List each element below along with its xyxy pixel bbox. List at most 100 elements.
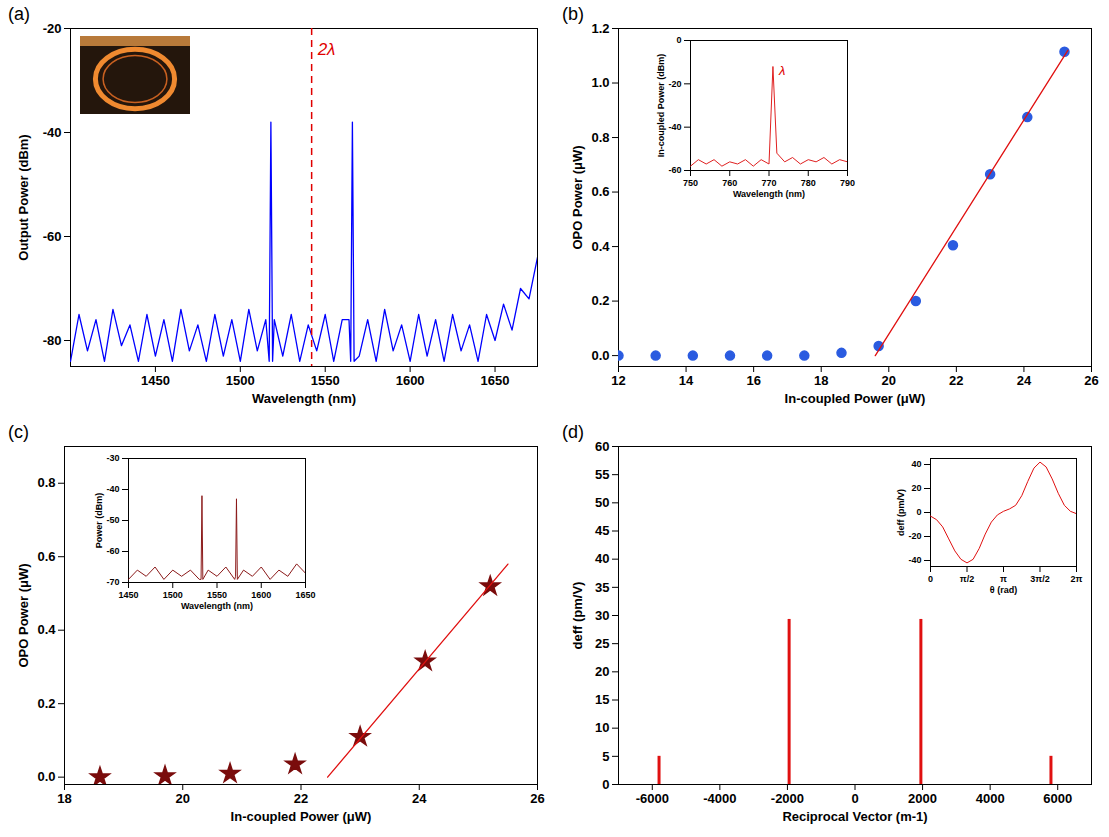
svg-text:deff (pm/V): deff (pm/V) <box>896 489 906 536</box>
svg-text:1550: 1550 <box>311 373 340 388</box>
svg-text:-20: -20 <box>668 79 681 89</box>
svg-text:60: 60 <box>595 439 609 454</box>
svg-text:20: 20 <box>911 483 921 493</box>
svg-text:deff (pm/V): deff (pm/V) <box>570 582 585 650</box>
svg-text:20: 20 <box>176 791 190 806</box>
svg-text:15: 15 <box>595 692 609 707</box>
svg-text:Wavelength (nm): Wavelength (nm) <box>181 601 253 611</box>
svg-text:1550: 1550 <box>207 590 227 600</box>
svg-text:In-coupled Power (μW): In-coupled Power (μW) <box>785 391 926 406</box>
svg-text:In-coupled Power (μW): In-coupled Power (μW) <box>231 809 372 824</box>
svg-text:In-coupled Power (dBm): In-coupled Power (dBm) <box>656 54 666 158</box>
svg-text:-30: -30 <box>106 453 119 463</box>
svg-text:1500: 1500 <box>226 373 255 388</box>
svg-text:1600: 1600 <box>396 373 425 388</box>
svg-text:2λ: 2λ <box>317 40 336 59</box>
svg-text:-40: -40 <box>43 125 62 140</box>
svg-text:760: 760 <box>722 178 737 188</box>
svg-text:50: 50 <box>595 495 609 510</box>
svg-text:1500: 1500 <box>163 590 183 600</box>
svg-text:0.4: 0.4 <box>591 239 610 254</box>
svg-text:20: 20 <box>882 373 896 388</box>
svg-text:1.2: 1.2 <box>591 21 609 36</box>
svg-text:30: 30 <box>595 608 609 623</box>
svg-text:1600: 1600 <box>251 590 271 600</box>
svg-text:θ (rad): θ (rad) <box>990 585 1017 595</box>
svg-text:1650: 1650 <box>481 373 510 388</box>
svg-text:0.2: 0.2 <box>591 293 609 308</box>
svg-text:750: 750 <box>683 178 698 188</box>
svg-text:π: π <box>1000 574 1007 584</box>
svg-text:-2000: -2000 <box>771 791 804 806</box>
svg-text:18: 18 <box>57 791 71 806</box>
svg-text:6000: 6000 <box>1043 791 1072 806</box>
svg-text:-6000: -6000 <box>636 791 669 806</box>
svg-text:-20: -20 <box>43 21 62 36</box>
svg-text:16: 16 <box>746 373 760 388</box>
svg-text:0.4: 0.4 <box>37 622 56 637</box>
svg-text:4000: 4000 <box>976 791 1005 806</box>
svg-text:22: 22 <box>294 791 308 806</box>
svg-text:-40: -40 <box>908 555 921 565</box>
svg-text:-4000: -4000 <box>703 791 736 806</box>
svg-text:-60: -60 <box>106 546 119 556</box>
svg-text:1.0: 1.0 <box>591 75 609 90</box>
svg-text:1650: 1650 <box>295 590 315 600</box>
svg-text:3π/2: 3π/2 <box>1030 574 1049 584</box>
svg-text:-80: -80 <box>43 333 62 348</box>
html-text:(a): (a) <box>8 4 30 24</box>
svg-text:20: 20 <box>595 664 609 679</box>
svg-text:18: 18 <box>814 373 828 388</box>
svg-text:55: 55 <box>595 467 609 482</box>
svg-text:Wavelength (nm): Wavelength (nm) <box>252 391 356 406</box>
svg-text:14: 14 <box>679 373 694 388</box>
svg-text:-60: -60 <box>43 229 62 244</box>
svg-text:40: 40 <box>595 551 609 566</box>
svg-text:0.6: 0.6 <box>37 549 55 564</box>
svg-text:Reciprocal Vector (m-1): Reciprocal Vector (m-1) <box>782 809 927 824</box>
svg-text:Wavelength (nm): Wavelength (nm) <box>733 189 805 199</box>
svg-text:26: 26 <box>1084 373 1098 388</box>
svg-text:40: 40 <box>911 459 921 469</box>
svg-text:0: 0 <box>602 777 609 792</box>
svg-text:0: 0 <box>851 791 858 806</box>
svg-text:0.8: 0.8 <box>37 475 55 490</box>
svg-text:10: 10 <box>595 720 609 735</box>
svg-text:25: 25 <box>595 636 609 651</box>
svg-text:780: 780 <box>801 178 816 188</box>
svg-text:790: 790 <box>840 178 855 188</box>
svg-text:0.8: 0.8 <box>591 130 609 145</box>
svg-text:0.0: 0.0 <box>591 348 609 363</box>
svg-text:24: 24 <box>412 791 427 806</box>
svg-text:π/2: π/2 <box>960 574 974 584</box>
svg-text:0: 0 <box>916 507 921 517</box>
svg-text:45: 45 <box>595 523 609 538</box>
svg-text:OPO Power (μW): OPO Power (μW) <box>16 563 31 667</box>
svg-text:OPO Power (μW): OPO Power (μW) <box>570 145 585 249</box>
svg-text:-60: -60 <box>668 165 681 175</box>
svg-text:Output Power (dBm): Output Power (dBm) <box>16 134 31 260</box>
svg-text:-40: -40 <box>106 484 119 494</box>
svg-text:770: 770 <box>761 178 776 188</box>
svg-text:22: 22 <box>949 373 963 388</box>
svg-text:5: 5 <box>602 748 609 763</box>
svg-text:Power (dBm): Power (dBm) <box>94 493 104 549</box>
svg-text:35: 35 <box>595 579 609 594</box>
svg-text:1450: 1450 <box>141 373 170 388</box>
svg-text:24: 24 <box>1017 373 1032 388</box>
svg-text:12: 12 <box>611 373 625 388</box>
svg-text:0: 0 <box>676 35 681 45</box>
svg-text:0: 0 <box>928 574 933 584</box>
svg-text:-40: -40 <box>668 122 681 132</box>
svg-text:-70: -70 <box>106 577 119 587</box>
svg-text:-20: -20 <box>908 531 921 541</box>
svg-text:-50: -50 <box>106 515 119 525</box>
svg-text:λ: λ <box>778 63 785 78</box>
svg-text:26: 26 <box>530 791 544 806</box>
svg-text:0.2: 0.2 <box>37 696 55 711</box>
svg-text:2000: 2000 <box>908 791 937 806</box>
svg-text:0.6: 0.6 <box>591 184 609 199</box>
svg-text:2π: 2π <box>1071 574 1083 584</box>
svg-text:0.0: 0.0 <box>37 769 55 784</box>
svg-text:1450: 1450 <box>118 590 138 600</box>
